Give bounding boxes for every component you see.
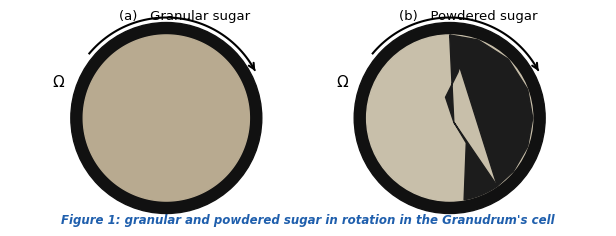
Circle shape <box>354 22 545 214</box>
Text: (a)   Granular sugar: (a) Granular sugar <box>120 10 250 23</box>
Polygon shape <box>454 122 497 200</box>
Polygon shape <box>83 35 249 201</box>
Polygon shape <box>445 35 533 186</box>
Circle shape <box>71 22 262 214</box>
Circle shape <box>367 35 533 201</box>
Text: Ω: Ω <box>336 75 348 90</box>
Text: Figure 1: granular and powdered sugar in rotation in the Granudrum's cell: Figure 1: granular and powdered sugar in… <box>61 214 555 227</box>
Text: Ω: Ω <box>52 75 65 90</box>
Text: (b)   Powdered sugar: (b) Powdered sugar <box>399 10 537 23</box>
Circle shape <box>83 35 249 201</box>
Circle shape <box>367 35 533 201</box>
